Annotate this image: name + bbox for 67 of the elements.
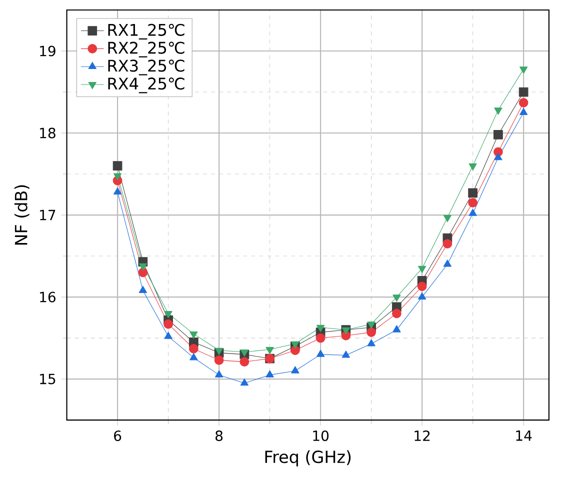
- y-tick-label: 16: [40, 292, 56, 303]
- point: [392, 325, 401, 333]
- y-tick-label: 19: [40, 46, 56, 57]
- point: [367, 322, 376, 330]
- point: [214, 356, 224, 366]
- point: [367, 339, 376, 347]
- point: [366, 328, 376, 338]
- point: [494, 153, 502, 160]
- point: [240, 350, 249, 357]
- y-tick-label: 17: [40, 210, 56, 220]
- point: [519, 108, 528, 116]
- point: [443, 215, 452, 222]
- point: [518, 88, 528, 97]
- point: [164, 311, 172, 318]
- point: [342, 328, 350, 335]
- point: [138, 286, 147, 294]
- y-tick-label: 15: [40, 374, 56, 384]
- point: [468, 164, 477, 171]
- legend-label: RX2_25℃: [108, 42, 184, 58]
- point: [392, 309, 402, 318]
- point: [291, 366, 300, 374]
- x-tick-label: 6: [114, 430, 122, 442]
- point: [214, 348, 224, 356]
- point: [468, 198, 478, 208]
- x-tick-label: 8: [216, 430, 223, 442]
- point: [112, 161, 122, 171]
- point: [290, 346, 300, 356]
- point: [316, 325, 325, 332]
- point: [291, 342, 300, 349]
- y-axis-title: NF (dB): [14, 186, 30, 245]
- point: [266, 347, 274, 354]
- point: [138, 268, 148, 278]
- legend-label: RX3_25℃: [108, 60, 184, 76]
- x-axis-title: Freq (GHz): [265, 450, 351, 467]
- point: [240, 378, 249, 386]
- point: [494, 130, 503, 140]
- point: [188, 344, 198, 354]
- point: [418, 292, 426, 300]
- y-tick-label: 18: [40, 128, 56, 139]
- point: [190, 353, 198, 360]
- legend-label: RX4_25℃: [108, 78, 184, 94]
- point: [442, 239, 452, 249]
- point: [138, 264, 147, 271]
- point: [113, 173, 122, 181]
- point: [392, 294, 401, 302]
- point: [113, 188, 122, 195]
- point: [418, 266, 426, 274]
- point: [214, 370, 224, 378]
- x-tick-label: 12: [414, 430, 430, 442]
- point: [342, 350, 350, 358]
- point: [164, 332, 172, 340]
- point: [443, 260, 452, 267]
- point: [417, 282, 427, 292]
- point: [494, 108, 502, 115]
- point: [316, 350, 325, 358]
- point: [266, 370, 274, 378]
- point: [519, 66, 528, 74]
- x-tick-label: 10: [313, 430, 329, 442]
- point: [164, 320, 173, 330]
- point: [468, 208, 477, 216]
- point: [316, 334, 326, 343]
- point: [190, 332, 198, 339]
- point: [240, 357, 250, 367]
- point: [518, 98, 528, 108]
- point: [468, 188, 478, 198]
- x-tick-label: 14: [516, 430, 532, 441]
- legend-label: RX1_25℃: [108, 24, 184, 40]
